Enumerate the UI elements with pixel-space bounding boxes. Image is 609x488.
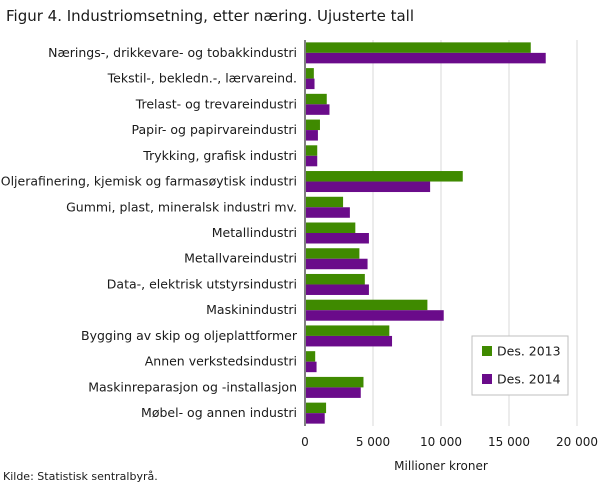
bar-des-2014 xyxy=(306,207,350,218)
legend-label: Des. 2013 xyxy=(497,344,561,359)
bar-des-2013 xyxy=(306,119,320,131)
bars xyxy=(306,42,546,424)
bar-des-2013 xyxy=(306,273,365,285)
category-label: Bygging av skip og oljeplattformer xyxy=(81,328,298,343)
x-axis-ticks: 0 5 000 10 000 15 000 20 000 xyxy=(301,435,598,449)
category-label: Data-, elektrisk utstyrsindustri xyxy=(107,276,297,291)
category-label: Møbel- og annen industri xyxy=(141,405,297,420)
bar-des-2014 xyxy=(306,310,444,321)
bar-des-2014 xyxy=(306,284,369,295)
category-label: Maskinindustri xyxy=(206,302,297,317)
source-note: Kilde: Statistisk sentralbyrå. xyxy=(3,470,158,483)
bar-des-2014 xyxy=(306,335,393,347)
bar-des-2014 xyxy=(306,413,325,424)
x-tick-label: 15 000 xyxy=(488,435,530,449)
category-labels: Nærings-, drikkevare- og tobakkindustri T… xyxy=(1,45,298,420)
bar-des-2014 xyxy=(306,387,361,398)
bar-des-2013 xyxy=(306,325,390,336)
bar-des-2014 xyxy=(306,155,318,167)
category-label: Maskinreparasjon og -installasjon xyxy=(88,379,297,394)
legend-box xyxy=(471,335,569,396)
category-label: Tekstil-, bekledn.-, lærvareind. xyxy=(107,71,297,86)
bar-des-2013 xyxy=(306,42,531,53)
bar-des-2013 xyxy=(306,68,314,79)
bar-des-2013 xyxy=(306,93,327,105)
legend-label: Des. 2014 xyxy=(497,372,561,387)
category-label: Oljerafinering, kjemisk og farmasøytisk … xyxy=(1,174,297,189)
x-tick-label: 20 000 xyxy=(556,435,598,449)
bar-des-2013 xyxy=(306,248,360,259)
category-label: Trykking, grafisk industri xyxy=(142,148,297,163)
chart-title: Figur 4. Industriomsetning, etter næring… xyxy=(6,7,415,25)
bar-des-2013 xyxy=(306,145,318,156)
bar-des-2013 xyxy=(306,222,356,233)
bar-des-2014 xyxy=(306,181,431,193)
x-axis-title: Millioner kroner xyxy=(394,459,488,473)
legend-swatch xyxy=(482,346,492,356)
bar-des-2014 xyxy=(306,78,315,90)
bar-des-2013 xyxy=(306,351,316,362)
bar-des-2014 xyxy=(306,52,546,64)
x-tick-label: 0 xyxy=(301,435,309,449)
category-label: Trelast- og trevareindustri xyxy=(135,96,297,111)
category-label: Gummi, plast, mineralsk industri mv. xyxy=(66,199,297,214)
category-label: Annen verkstedsindustri xyxy=(145,354,297,369)
bar-des-2014 xyxy=(306,361,317,373)
bar-des-2014 xyxy=(306,233,369,244)
bar-des-2013 xyxy=(306,402,327,414)
legend: Des. 2013 Des. 2014 xyxy=(471,335,569,396)
x-tick-label: 5 000 xyxy=(356,435,390,449)
bar-des-2013 xyxy=(306,299,428,311)
category-label: Metallindustri xyxy=(212,225,297,240)
legend-swatch xyxy=(482,374,492,384)
bar-des-2013 xyxy=(306,196,344,208)
x-tick-label: 10 000 xyxy=(420,435,462,449)
category-label: Metallvareindustri xyxy=(184,251,297,266)
bar-des-2014 xyxy=(306,104,330,115)
category-label: Nærings-, drikkevare- og tobakkindustri xyxy=(48,45,297,60)
bar-des-2013 xyxy=(306,171,463,182)
bar-des-2014 xyxy=(306,130,318,141)
bar-des-2014 xyxy=(306,258,368,270)
category-label: Papir- og papirvareindustri xyxy=(132,122,297,137)
bar-des-2013 xyxy=(306,376,364,388)
